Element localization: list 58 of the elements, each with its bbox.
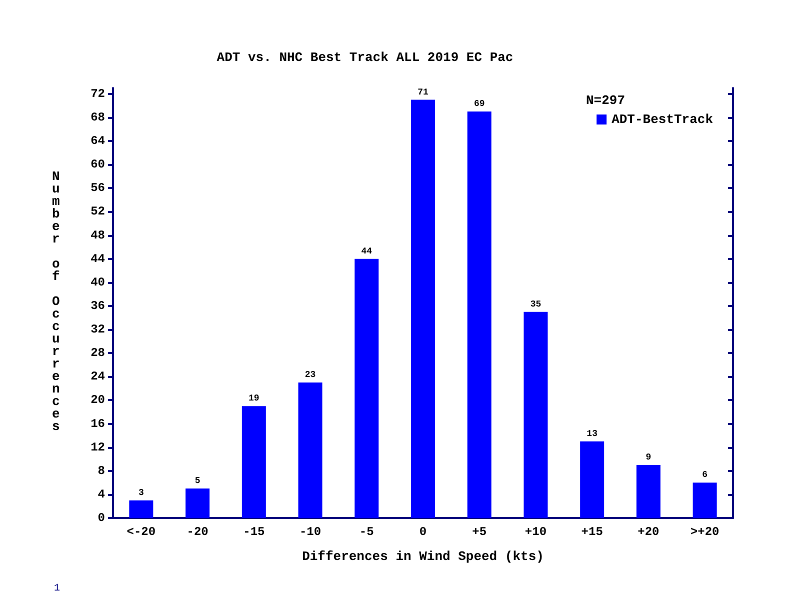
data-label: 23 xyxy=(304,370,316,380)
bar xyxy=(692,482,717,518)
x-tick-label: -5 xyxy=(359,525,374,539)
bar xyxy=(411,100,435,518)
data-label: 19 xyxy=(248,394,260,404)
x-tick-label: +10 xyxy=(524,525,547,539)
x-tick-label: >+20 xyxy=(690,525,720,539)
annotation: N=297 xyxy=(586,93,626,108)
x-tick-label: +5 xyxy=(472,525,487,539)
y-tick-label: 24 xyxy=(90,370,105,384)
y-tick-label: 16 xyxy=(90,416,105,431)
x-tick-label: <-20 xyxy=(126,525,156,539)
y-tick-label: 68 xyxy=(90,110,105,124)
y-tick-label: 44 xyxy=(90,252,105,266)
y-tick-label: 12 xyxy=(90,440,105,454)
y-tick-label: 8 xyxy=(98,464,105,478)
y-tick-label: 48 xyxy=(90,228,105,242)
data-label: 44 xyxy=(361,246,373,256)
y-tick-label: 4 xyxy=(98,487,105,502)
data-label: 6 xyxy=(702,470,708,480)
y-tick-label: 56 xyxy=(90,181,105,196)
bar xyxy=(580,441,604,518)
x-axis-title: Differences in Wind Speed (kts) xyxy=(302,549,544,564)
bar xyxy=(129,500,154,518)
bar xyxy=(242,406,266,518)
text: Number of Occurrences xyxy=(52,169,60,434)
y-tick-label: 36 xyxy=(90,298,105,313)
data-label: 5 xyxy=(194,476,200,486)
y-tick-label: 0 xyxy=(98,511,105,525)
data-label: 13 xyxy=(586,428,598,439)
chart-title: ADT vs. NHC Best Track ALL 2019 EC Pac xyxy=(216,50,514,65)
bar xyxy=(636,464,660,518)
data-label: 69 xyxy=(474,99,485,110)
legend-label: ADT-BestTrack xyxy=(612,112,714,127)
bar xyxy=(354,258,379,518)
y-tick-label: 20 xyxy=(90,393,105,408)
y-tick-label: 72 xyxy=(90,86,105,101)
y-tick-label: 52 xyxy=(90,204,105,219)
bar xyxy=(467,112,492,518)
y-tick-label: 60 xyxy=(90,158,105,172)
x-tick-label: 0 xyxy=(419,525,427,539)
x-tick-label: -10 xyxy=(299,525,322,539)
data-label: 9 xyxy=(646,452,652,462)
data-label: 3 xyxy=(138,488,144,498)
data-label: 35 xyxy=(530,299,542,310)
y-tick-label: 28 xyxy=(90,346,105,360)
y-tick-label: 40 xyxy=(90,275,105,290)
bar xyxy=(298,382,322,518)
x-tick-label: +15 xyxy=(581,525,603,539)
x-tick-label: -20 xyxy=(186,525,208,539)
y-tick-label: 32 xyxy=(90,322,105,337)
bar xyxy=(524,312,548,518)
bar xyxy=(186,488,210,518)
y-tick-label: 64 xyxy=(90,134,105,148)
x-tick-label: -15 xyxy=(243,525,265,539)
x-tick-label: +20 xyxy=(638,525,660,539)
data-label: 71 xyxy=(418,87,429,98)
text: 1 xyxy=(54,584,60,594)
